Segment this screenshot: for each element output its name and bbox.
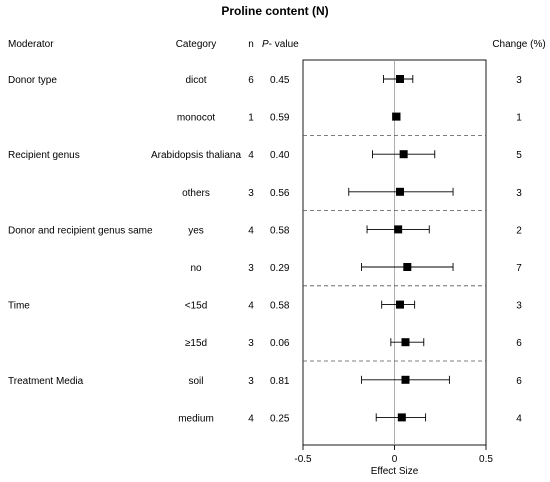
- n-value: 1: [248, 113, 254, 124]
- category-label: others: [182, 188, 210, 199]
- n-value: 3: [248, 338, 254, 349]
- x-tick-label: -0.5: [294, 454, 312, 465]
- p-value: 0.40: [270, 150, 290, 161]
- p-value: 0.25: [270, 413, 290, 424]
- category-label: ≥15d: [185, 338, 207, 349]
- effect-point: [392, 112, 401, 121]
- n-value: 3: [248, 263, 254, 274]
- x-tick-label: 0.5: [479, 454, 493, 465]
- p-value: 0.81: [270, 376, 290, 387]
- category-label: Arabidopsis thaliana: [151, 150, 241, 161]
- moderator-label: Recipient genus: [8, 150, 80, 161]
- header-change: Change (%): [492, 39, 545, 50]
- change-value: 7: [516, 263, 522, 274]
- header-p-suffix: - value: [269, 39, 299, 50]
- effect-marks: [348, 75, 454, 422]
- moderator-label: Donor and recipient genus same: [8, 225, 153, 236]
- category-label: <15d: [185, 301, 208, 312]
- effect-point: [397, 413, 406, 422]
- effect-point: [401, 338, 410, 347]
- p-value: 0.56: [270, 188, 290, 199]
- effect-point: [394, 225, 403, 234]
- category-label: medium: [178, 413, 214, 424]
- change-value: 5: [516, 150, 522, 161]
- category-label: soil: [188, 376, 203, 387]
- category-label: dicot: [185, 75, 206, 86]
- moderator-label: Donor type: [8, 75, 57, 86]
- change-value: 3: [516, 301, 522, 312]
- header-moderator: Moderator: [8, 39, 54, 50]
- moderator-label: Treatment Media: [8, 376, 84, 387]
- n-value: 4: [248, 225, 254, 236]
- chart-title: Proline content (N): [221, 4, 328, 18]
- effect-point: [403, 263, 412, 271]
- header-p-value: P- value: [262, 39, 299, 50]
- group-separators: [303, 134, 486, 362]
- p-value: 0.06: [270, 338, 290, 349]
- n-value: 4: [248, 413, 254, 424]
- p-value: 0.58: [270, 301, 290, 312]
- category-label: no: [190, 263, 202, 274]
- effect-point: [399, 150, 408, 159]
- x-axis-label: Effect Size: [371, 466, 419, 477]
- p-value: 0.59: [270, 113, 290, 124]
- n-value: 3: [248, 188, 254, 199]
- moderator-label: Time: [8, 301, 30, 312]
- p-value: 0.45: [270, 75, 290, 86]
- n-value: 4: [248, 150, 254, 161]
- change-value: 3: [516, 188, 522, 199]
- effect-point: [395, 75, 404, 83]
- header-n: n: [248, 39, 254, 50]
- effect-point: [395, 187, 404, 196]
- category-label: monocot: [177, 113, 216, 124]
- effect-point: [395, 300, 404, 309]
- change-value: 1: [516, 113, 522, 124]
- p-value: 0.29: [270, 263, 290, 274]
- effect-point: [401, 375, 410, 384]
- change-value: 2: [516, 225, 522, 236]
- change-value: 4: [516, 413, 522, 424]
- p-value: 0.58: [270, 225, 290, 236]
- row-labels: Donor type Recipient genus Donor and recip…: [8, 75, 522, 424]
- header-category: Category: [176, 39, 217, 50]
- change-value: 6: [516, 338, 522, 349]
- change-value: 6: [516, 376, 522, 387]
- header-p-letter: P: [262, 39, 269, 50]
- n-value: 6: [248, 75, 254, 86]
- n-value: 3: [248, 376, 254, 387]
- x-tick-label: 0: [392, 454, 398, 465]
- x-axis: -0.5 0 0.5: [294, 445, 493, 465]
- change-value: 3: [516, 75, 522, 86]
- category-label: yes: [188, 225, 204, 236]
- n-value: 4: [248, 301, 254, 312]
